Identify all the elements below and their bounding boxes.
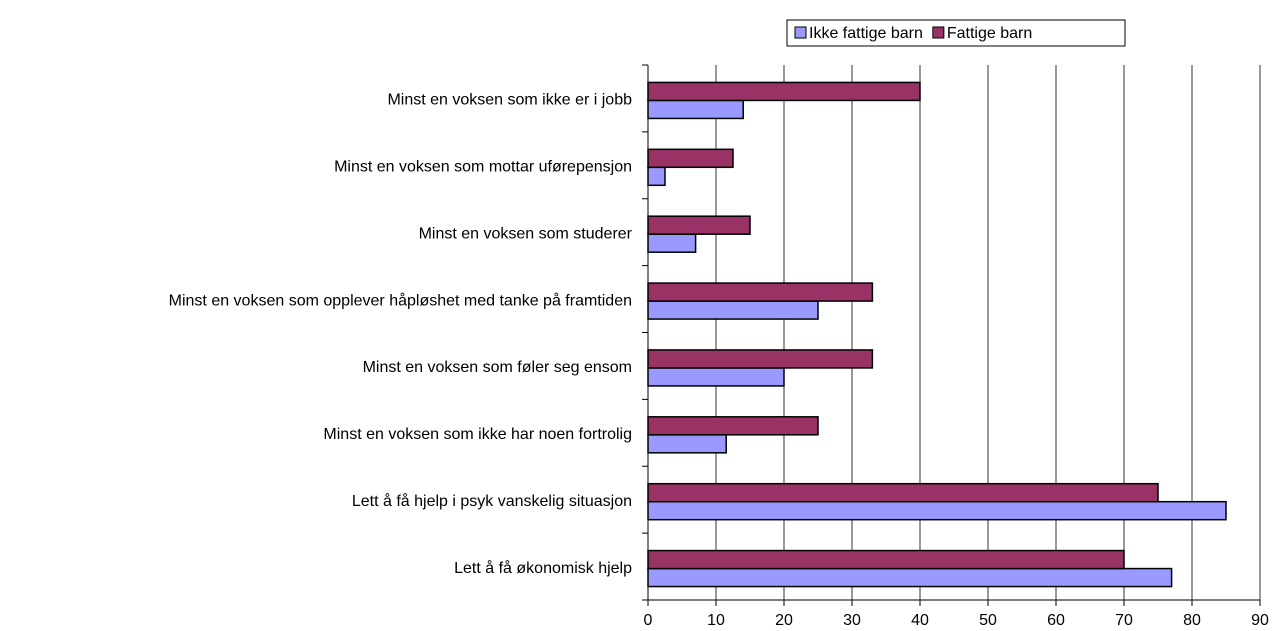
legend-label: Fattige barn: [947, 25, 1032, 42]
x-tick-label: 60: [1047, 612, 1065, 629]
bar: [647, 416, 819, 436]
legend-box: [786, 19, 1126, 47]
bar: [647, 367, 785, 387]
legend-swatch: [794, 26, 807, 39]
bar: [647, 215, 751, 235]
bar: [647, 482, 1159, 503]
y-tick-label: Minst en voksen som studerer: [419, 225, 633, 242]
x-tick-label: 90: [1251, 612, 1269, 629]
x-tick-label: 50: [979, 612, 997, 629]
bar: [647, 300, 819, 320]
x-tick-label: 70: [1115, 612, 1133, 629]
bar: [647, 282, 874, 302]
y-tick-label: Minst en voksen som ikke er i jobb: [387, 92, 632, 109]
bar: [647, 549, 1125, 570]
bar: [647, 81, 921, 102]
legend-swatch: [932, 26, 945, 39]
bar: [647, 99, 744, 120]
bar: [647, 500, 1227, 521]
bar: [647, 434, 727, 454]
bar: [647, 148, 734, 169]
x-tick-label: 10: [707, 612, 725, 629]
y-tick-label: Minst en voksen som ikke har noen fortro…: [323, 426, 632, 443]
y-tick-label: Minst en voksen som opplever håpløshet m…: [169, 291, 632, 309]
bar: [647, 567, 1173, 588]
x-tick-label: 30: [843, 612, 861, 629]
legend-label: Ikke fattige barn: [809, 25, 923, 42]
bar: [647, 166, 666, 187]
x-tick-label: 0: [644, 612, 653, 629]
y-tick-label: Minst en voksen som mottar uførepensjon: [334, 159, 632, 176]
x-tick-label: 40: [911, 612, 929, 629]
bar: [647, 233, 697, 253]
y-tick-label: Lett å få økonomisk hjelp: [454, 559, 632, 577]
x-tick-label: 20: [775, 612, 793, 629]
x-tick-label: 80: [1183, 612, 1201, 629]
y-tick-label: Minst en voksen som føler seg ensom: [363, 359, 632, 376]
y-tick-label: Lett å få hjelp i psyk vanskelig situasj…: [352, 492, 632, 510]
bar: [647, 349, 874, 369]
